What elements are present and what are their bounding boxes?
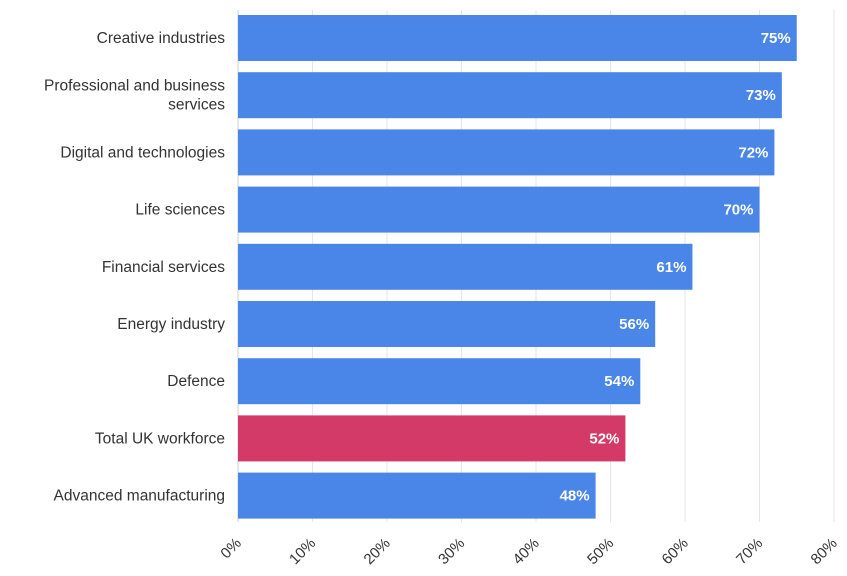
data-label: 73% (746, 87, 776, 104)
data-label: 61% (656, 259, 686, 276)
data-label: 70% (723, 202, 753, 219)
x-tick-label: 0% (217, 535, 244, 562)
bar (238, 72, 782, 119)
bar (238, 15, 797, 61)
data-label: 75% (761, 30, 791, 47)
category-label: Creative industries (97, 30, 226, 47)
data-label: 72% (738, 144, 768, 161)
category-labels: Creative industries Professional and busi… (44, 30, 225, 505)
bars: 75% 73% 72% 70% 61% 56% 54% 52% 48% (238, 15, 797, 519)
x-tick-label: 30% (435, 535, 468, 568)
x-tick-label: 50% (584, 535, 617, 568)
x-tick-label: 40% (510, 535, 543, 568)
bar (238, 186, 760, 233)
bar (238, 243, 693, 290)
bar (238, 415, 626, 462)
category-label: Life sciences (135, 202, 225, 219)
x-tick-label: 60% (659, 535, 692, 568)
category-label: Professional and business services (44, 78, 225, 114)
category-label: Defence (167, 373, 225, 390)
x-tick-label: 20% (361, 535, 394, 568)
x-axis-ticks: 0% 10% 20% 30% 40% 50% 60% 70% 80% (217, 535, 840, 568)
data-label: 56% (619, 316, 649, 333)
category-label: Total UK workforce (95, 430, 225, 447)
bar (238, 129, 775, 176)
category-label: Advanced manufacturing (54, 488, 225, 505)
x-tick-label: 10% (286, 535, 319, 568)
bar (238, 301, 656, 347)
category-label: Financial services (102, 259, 225, 276)
data-label: 52% (589, 430, 619, 447)
data-label: 54% (604, 373, 634, 390)
bar (238, 472, 596, 519)
category-label: Energy industry (117, 316, 225, 333)
data-label: 48% (560, 488, 590, 505)
x-tick-label: 70% (733, 535, 766, 568)
bar (238, 358, 641, 405)
x-tick-label: 80% (808, 535, 841, 568)
category-label: Digital and technologies (60, 144, 225, 161)
